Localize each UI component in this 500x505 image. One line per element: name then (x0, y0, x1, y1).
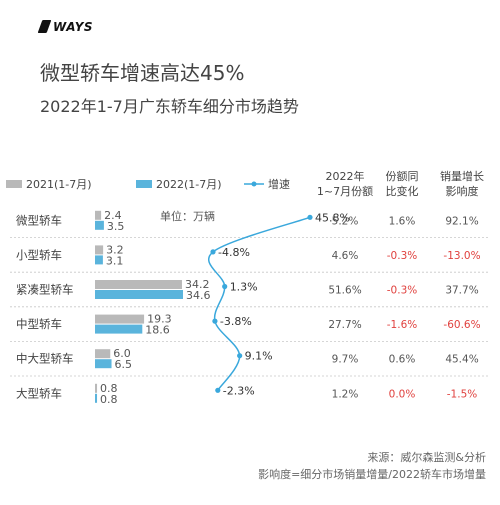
legend-swatch-2021 (6, 180, 22, 188)
growth-line: 45.8% -4.8% 1.3% -3.8% 9.1% -2.3% (208, 211, 350, 397)
header-share-line-2: 1~7月份额 (317, 185, 373, 198)
value-label-2021: 0.8 (100, 382, 118, 395)
cell-share-2022: 27.7% (328, 319, 361, 331)
bar-2022 (95, 359, 112, 369)
header-share-line-1: 2022年 (326, 169, 365, 183)
brand-logo: WAYS (37, 20, 94, 34)
legend-label-2022: 2022(1-7月) (156, 178, 222, 191)
value-label-2021: 3.2 (106, 243, 124, 256)
growth-point (222, 283, 228, 290)
category-label: 大型轿车 (16, 386, 62, 400)
growth-point (212, 318, 218, 324)
growth-label: 9.1% (245, 350, 273, 363)
cell-share-2022: 1.2% (332, 388, 359, 400)
value-label-2022: 18.6 (145, 324, 170, 337)
growth-point (307, 214, 313, 220)
cell-share-change: -1.6% (387, 319, 417, 331)
bar-2021 (95, 280, 182, 289)
source-line-2: 影响度=细分市场销量增量/2022轿车市场增量 (258, 468, 486, 481)
source-note: 来源：威尔森监测&分析 影响度=细分市场销量增量/2022轿车市场增量 (258, 449, 486, 483)
value-label-2022: 0.8 (100, 393, 118, 406)
value-label-2021: 2.4 (104, 209, 122, 222)
category-label: 微型轿车 (16, 213, 62, 227)
value-label-2022: 34.6 (186, 289, 211, 302)
bar-2021 (95, 314, 145, 324)
bar-2021 (95, 349, 111, 359)
header-change-line-2: 比变化 (386, 184, 419, 198)
bar-2022 (95, 393, 98, 403)
growth-label: -2.3% (223, 384, 255, 397)
bars: 2.43.5 3.23.1 34.234.6 19.318.6 6.06.5 0.80.8 (95, 209, 211, 406)
page-subtitle: 2022年1-7月广东轿车细分市场趋势 (40, 97, 299, 116)
header-impact-line-1: 销量增长 (440, 169, 484, 183)
bar-2021 (95, 245, 104, 255)
unit-label: 单位：万辆 (160, 209, 215, 223)
cell-share-2022: 9.7% (332, 354, 359, 366)
cell-share-2022: 5.2% (332, 215, 359, 227)
value-label-2021: 19.3 (147, 313, 172, 326)
cell-share-change: 0.0% (389, 388, 416, 400)
cell-impact: 92.1% (445, 215, 478, 227)
cell-impact: -60.6% (443, 319, 480, 331)
cell-share-2022: 4.6% (332, 250, 359, 262)
cell-share-change: 0.6% (389, 354, 416, 366)
value-label-2021: 6.0 (113, 347, 131, 360)
growth-label: 45.8% (315, 211, 350, 224)
chart-legend: 2021(1-7月) 2022(1-7月) 增速 (6, 177, 290, 191)
bar-2021 (95, 383, 98, 393)
growth-curve (208, 216, 311, 391)
cell-share-2022: 51.6% (328, 285, 361, 297)
growth-label: 1.3% (230, 281, 258, 294)
legend-label-2021: 2021(1-7月) (26, 178, 92, 191)
growth-point (210, 249, 216, 255)
value-label-2022: 3.5 (107, 220, 125, 233)
growth-point (215, 387, 221, 393)
cell-share-change: -0.3% (387, 250, 417, 262)
cell-share-change: -0.3% (387, 285, 417, 297)
cell-impact: 37.7% (445, 285, 478, 297)
bar-2022 (95, 255, 103, 265)
category-label: 小型轿车 (16, 248, 62, 262)
bar-2022 (95, 324, 143, 334)
page-title: 微型轿车增速高达45% (40, 61, 245, 85)
value-label-2022: 3.1 (106, 254, 124, 267)
bar-2021 (95, 210, 102, 220)
value-label-2022: 6.5 (115, 358, 133, 371)
brand-name: WAYS (53, 20, 94, 34)
value-label-2021: 34.2 (185, 278, 210, 291)
bar-2022 (95, 220, 104, 230)
category-label: 紧凑型轿车 (16, 283, 74, 297)
growth-label: -3.8% (220, 315, 252, 328)
cell-impact: -1.5% (447, 388, 477, 400)
category-label: 中型轿车 (16, 317, 62, 331)
legend-marker-growth (251, 181, 257, 187)
source-line-1: 来源：威尔森监测&分析 (367, 451, 486, 464)
legend-label-growth: 增速 (268, 177, 290, 191)
category-label: 中大型轿车 (16, 352, 74, 366)
legend-swatch-2022 (136, 180, 152, 188)
bar-2022 (95, 290, 183, 299)
header-change-line-1: 份额同 (386, 170, 419, 183)
cell-impact: 45.4% (445, 354, 478, 366)
header-impact-line-2: 影响度 (446, 184, 479, 198)
table-cells: 5.2% 1.6% 92.1% 4.6% -0.3% -13.0% 51.6% -0.3% 37… (328, 215, 480, 400)
cell-share-change: 1.6% (389, 215, 416, 227)
row-dividers (10, 237, 490, 377)
growth-point (237, 353, 243, 359)
growth-label: -4.8% (218, 246, 250, 259)
cell-impact: -13.0% (443, 250, 480, 262)
